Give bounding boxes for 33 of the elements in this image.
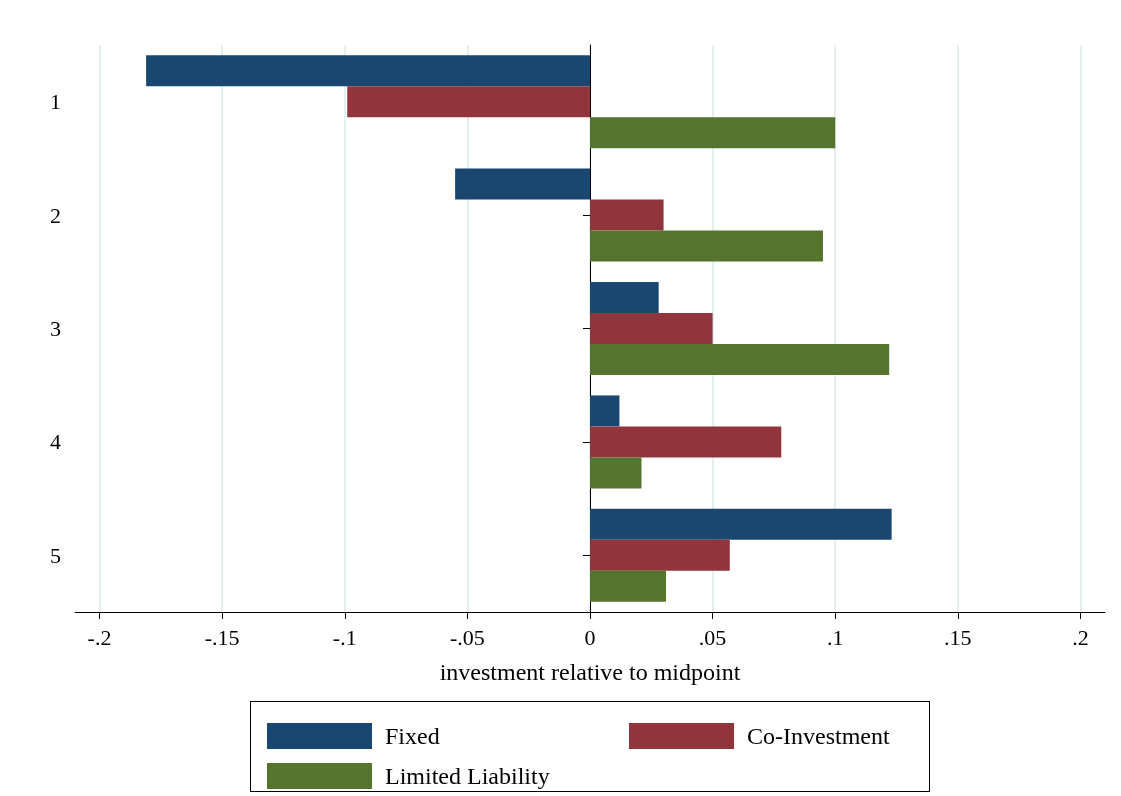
x-tick-label: -.15 xyxy=(204,624,240,650)
bar xyxy=(347,86,590,118)
bar xyxy=(455,168,590,200)
x-tick-label: .15 xyxy=(944,624,972,650)
bar xyxy=(590,570,667,602)
legend-label: Limited Liability xyxy=(385,763,550,789)
y-tick-label: 4 xyxy=(50,429,61,455)
bar xyxy=(590,282,659,313)
x-tick-label: -.05 xyxy=(449,624,485,650)
x-tick-label: .1 xyxy=(826,624,844,650)
x-tick-label: .05 xyxy=(698,624,727,650)
x-axis-title: investment relative to midpoint xyxy=(439,659,741,685)
bar xyxy=(590,230,823,262)
bar xyxy=(146,55,590,87)
y-tick-label: 1 xyxy=(50,89,61,115)
legend-label: Fixed xyxy=(385,723,440,749)
x-tick-label: 0 xyxy=(584,624,596,650)
bar xyxy=(590,539,730,571)
x-tick-label: -.1 xyxy=(332,624,357,650)
bar xyxy=(590,344,890,375)
x-tick-label: .2 xyxy=(1072,624,1089,650)
bar xyxy=(590,426,782,458)
bar xyxy=(590,457,642,489)
legend-label: Co-Investment xyxy=(747,723,890,749)
bar xyxy=(590,313,713,344)
bar xyxy=(590,117,836,149)
bar xyxy=(590,508,892,540)
bar xyxy=(590,395,620,427)
bar xyxy=(590,199,664,231)
y-tick-label: 2 xyxy=(50,202,61,228)
y-tick-label: 5 xyxy=(50,542,61,568)
x-tick-label: -.2 xyxy=(87,624,112,650)
y-tick-label: 3 xyxy=(50,316,61,341)
